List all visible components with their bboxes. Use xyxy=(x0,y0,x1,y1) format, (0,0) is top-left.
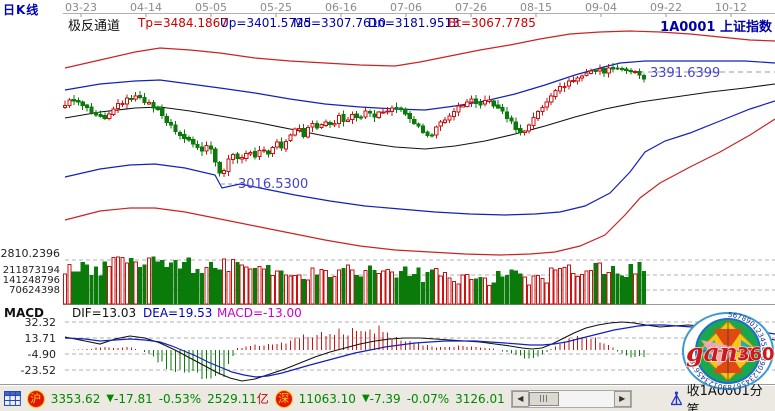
sh-change: -17.81 xyxy=(114,391,153,406)
date-tick-05-05: 05-05 xyxy=(195,1,227,14)
sh-price: 3353.62 xyxy=(50,391,101,406)
gann360-logo: 5678901234567890123456789012345678 gann … xyxy=(682,312,774,390)
channel-value-2: Md=3307.7610 xyxy=(293,16,386,30)
sz-amount: 3126.01 xyxy=(455,391,505,406)
price-min-label: 2810.2396 xyxy=(0,247,61,260)
shanghai-badge[interactable]: 沪 xyxy=(26,389,45,408)
date-tick-09-22: 09-22 xyxy=(650,1,682,14)
high-annotation: 3391.6399 xyxy=(650,66,721,81)
symbol-title: 1A0001 上证指数 xyxy=(660,16,772,35)
symbol-name: 上证指数 xyxy=(719,20,772,35)
macd-scale-2: 13.71 xyxy=(24,332,57,345)
volume-scale-3: 70624398 xyxy=(9,285,60,296)
scroll-thumb[interactable] xyxy=(528,391,559,406)
macd-scale-4: -23.52 xyxy=(20,364,56,377)
volume-scale-2: 141248796 xyxy=(2,275,60,286)
symbol-code: 1A0001 xyxy=(660,20,716,35)
logo-number: 360 xyxy=(737,344,774,365)
sh-amount: 2529.11 xyxy=(207,391,257,406)
logo-word: gann xyxy=(686,338,756,367)
date-tick-07-26: 07-26 xyxy=(455,1,487,14)
channel-value-3: Dn=3181.9513 xyxy=(368,16,460,30)
indicator-name: 极反通道 xyxy=(68,19,121,34)
macd-scale-1: 32.32 xyxy=(24,316,57,329)
channel-value-1: Up=3401.5725 xyxy=(220,16,312,30)
macd-value-label: MACD=-13.00 xyxy=(217,306,302,320)
macd-scale-3: -4.90 xyxy=(27,348,56,361)
sh-amount-unit: 亿 xyxy=(256,392,269,406)
status-bar: 沪 3353.62 ▼ -17.81 -0.53% 2529.11 亿 深 11… xyxy=(0,384,775,411)
shenzhen-badge[interactable]: 深 xyxy=(274,389,293,408)
sh-down-arrow-icon: ▼ xyxy=(106,393,115,404)
date-tick-08-15: 08-15 xyxy=(520,1,552,14)
period-label: 日K线 xyxy=(3,3,40,17)
scroll-right-button[interactable]: ▶ xyxy=(613,390,631,407)
date-tick-06-16: 06-16 xyxy=(325,1,357,14)
quote-table-icon[interactable] xyxy=(4,391,21,406)
tick-chart-icon[interactable] xyxy=(670,391,683,406)
date-tick-10-12: 10-12 xyxy=(715,1,747,14)
date-tick-03-23: 03-23 xyxy=(65,1,97,14)
macd-dif-label: DIF=13.03 xyxy=(72,306,137,320)
date-tick-05-25: 05-25 xyxy=(260,1,292,14)
sz-down-arrow-icon: ▼ xyxy=(361,393,370,404)
volume-scale-1: 211873194 xyxy=(2,265,60,276)
date-tick-09-04: 09-04 xyxy=(585,1,617,14)
channel-value-4: Bt=3067.7785 xyxy=(448,16,536,30)
date-tick-07-06: 07-06 xyxy=(390,1,422,14)
date-tick-04-14: 04-14 xyxy=(130,1,162,14)
scroll-left-button[interactable]: ◀ xyxy=(511,390,529,407)
horizontal-scrollbar[interactable]: ◀ ▶ xyxy=(510,389,632,408)
low-annotation: 3016.5300 xyxy=(238,177,309,192)
macd-dea-label: DEA=19.53 xyxy=(143,306,213,320)
channel-value-0: Tp=3484.1867 xyxy=(138,16,228,30)
sz-price: 11063.10 xyxy=(298,391,356,406)
macd-title: MACD xyxy=(4,306,44,320)
sz-change: -7.39 xyxy=(369,391,401,406)
sz-pct: -0.07% xyxy=(406,391,450,406)
sh-pct: -0.53% xyxy=(158,391,202,406)
